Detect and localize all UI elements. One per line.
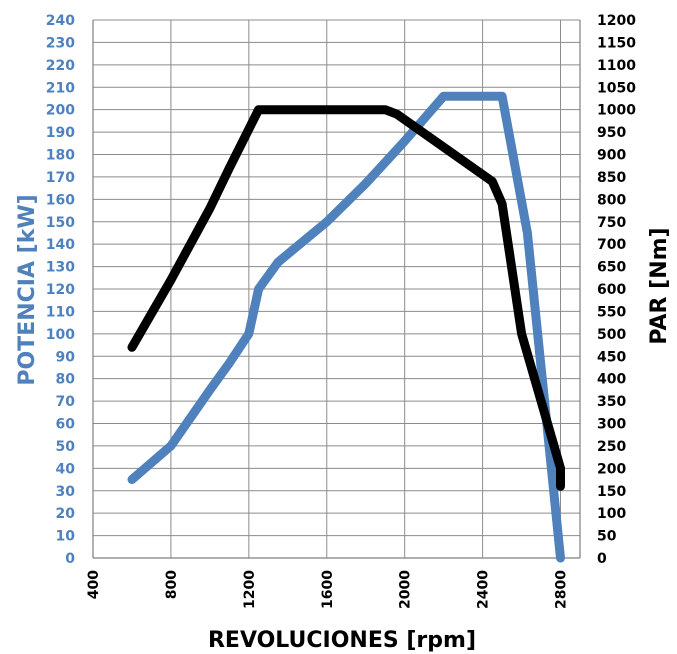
x-axis-label: REVOLUCIONES [rpm] [208,628,476,653]
x-tick-label: 400 [86,570,102,599]
y-left-tick-label: 10 [56,529,76,545]
y-left-tick-label: 140 [46,237,75,253]
x-tick-label: 1200 [242,570,258,609]
y-left-tick-label: 110 [46,304,75,320]
y-left-tick-label: 90 [56,349,76,365]
y-right-tick-label: 850 [597,170,626,186]
y-right-tick-label: 400 [597,372,626,388]
series-group [127,91,565,563]
y-left-tick-label: 0 [65,551,75,567]
y-left-tick-label: 60 [56,417,76,433]
y-left-tick-label: 120 [46,282,75,298]
y-right-tick-label: 350 [597,394,626,410]
y-right-tick-label: 50 [597,529,617,545]
y-right-tick-label: 950 [597,125,626,141]
torque-series-line [127,105,565,491]
y-left-tick-label: 190 [46,125,75,141]
y-right-tick-label: 0 [597,551,607,567]
y-right-tick-label: 450 [597,349,626,365]
y-right-tick-label: 250 [597,439,626,455]
y-left-tick-label: 180 [46,148,75,164]
y-right-tick-label: 300 [597,417,626,433]
tick-labels: 0 10 20 30 40 50 60 70 80 90 100 110 120 130 140 150 160… [46,13,636,609]
y-right-tick-label: 900 [597,148,626,164]
y-axis-right-label: PAR [Nm] [647,227,672,344]
y-left-tick-label: 130 [46,260,75,276]
y-right-tick-label: 1200 [597,13,636,29]
y-right-tick-label: 750 [597,215,626,231]
x-tick-label: 2400 [476,570,492,609]
y-left-tick-label: 170 [46,170,75,186]
y-left-tick-label: 20 [56,506,76,522]
y-right-tick-label: 1050 [597,80,636,96]
y-left-tick-label: 30 [56,484,76,500]
y-left-tick-label: 70 [56,394,76,410]
y-left-tick-label: 80 [56,372,76,388]
x-tick-label: 1600 [320,570,336,609]
axes [92,20,581,559]
x-tick-label: 800 [164,570,180,599]
y-right-tick-label: 1100 [597,58,636,74]
y-left-tick-label: 150 [46,215,75,231]
y-axis-left-label: POTENCIA [kW] [15,194,40,385]
y-right-tick-label: 550 [597,304,626,320]
y-left-tick-label: 40 [56,461,76,477]
y-left-tick-label: 160 [46,192,75,208]
y-right-tick-label: 700 [597,237,626,253]
y-right-tick-label: 150 [597,484,626,500]
y-left-tick-label: 50 [56,439,76,455]
x-tick-label: 2800 [554,570,570,609]
y-right-tick-label: 600 [597,282,626,298]
y-right-tick-label: 200 [597,461,626,477]
x-tick-label: 2000 [398,570,414,609]
y-right-tick-label: 100 [597,506,626,522]
y-right-tick-label: 1000 [597,103,636,119]
y-right-tick-label: 500 [597,327,626,343]
y-left-tick-label: 240 [46,13,75,29]
power-series-line [127,91,565,563]
y-left-tick-label: 100 [46,327,75,343]
y-right-tick-label: 650 [597,260,626,276]
y-right-tick-label: 800 [597,192,626,208]
y-left-tick-label: 210 [46,80,75,96]
y-left-tick-label: 200 [46,103,75,119]
y-right-tick-label: 1150 [597,35,636,51]
y-left-tick-label: 230 [46,35,75,51]
y-left-tick-label: 220 [46,58,75,74]
